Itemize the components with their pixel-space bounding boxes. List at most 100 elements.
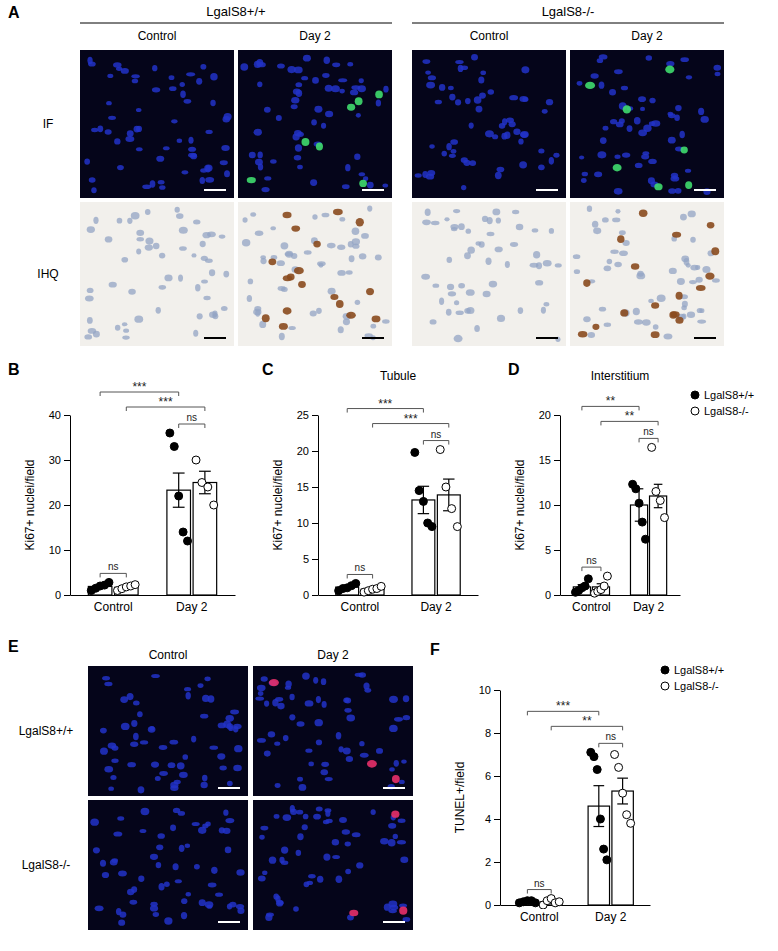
nucleus: [313, 677, 318, 684]
micrograph: [412, 202, 566, 346]
y-tick-mark: [494, 819, 500, 820]
nucleus: [546, 99, 553, 105]
nucleus: [370, 324, 376, 329]
nucleus: [339, 89, 345, 94]
nucleus: [375, 255, 382, 261]
nucleus: [549, 157, 554, 165]
nucleus: [179, 772, 188, 778]
nucleus: [336, 732, 342, 739]
nucleus: [291, 104, 298, 109]
y-tick: 10: [49, 544, 70, 556]
nucleus: [355, 300, 361, 305]
nucleus: [430, 319, 437, 324]
nucleus: [521, 66, 529, 73]
nucleus: [677, 278, 685, 285]
scale-bar: [694, 189, 716, 191]
significance-label: ***: [404, 412, 418, 426]
data-point: [415, 487, 423, 495]
nucleus: [614, 69, 623, 74]
significance-label: ns: [534, 878, 545, 889]
micrograph: [80, 50, 234, 198]
nucleus: [302, 824, 308, 830]
nucleus: [305, 700, 314, 706]
nucleus: [458, 65, 464, 72]
nucleus: [310, 179, 317, 186]
nucleus: [224, 170, 230, 177]
data-point: [448, 505, 456, 513]
nucleus: [448, 291, 456, 296]
nucleus: [97, 125, 103, 132]
nucleus: [447, 257, 453, 263]
row-label: LgalS8-/-: [22, 858, 71, 872]
x-tick-label: Control: [341, 600, 380, 614]
nucleus: [339, 217, 345, 222]
error-bar-stem: [178, 473, 179, 507]
nucleus: [421, 274, 430, 280]
stained-nucleus: [366, 288, 374, 295]
significance-label: ***: [378, 397, 392, 411]
nucleus: [337, 270, 346, 276]
data-point: [600, 845, 608, 853]
stained-nucleus: [294, 267, 304, 274]
micrograph-background: [238, 202, 392, 346]
significance-label: ns: [431, 429, 442, 440]
nucleus: [686, 75, 692, 79]
nucleus: [295, 144, 302, 151]
nucleus: [675, 188, 682, 194]
stained-nucleus: [247, 177, 256, 183]
error-bar: [173, 473, 185, 507]
x-tick-label: Day 2: [176, 600, 208, 614]
nucleus: [218, 723, 226, 729]
nucleus: [182, 170, 189, 174]
micrograph: [88, 800, 248, 930]
nucleus: [458, 283, 465, 288]
nucleus: [674, 115, 680, 121]
nucleus: [465, 98, 471, 104]
y-axis: 010203040: [49, 409, 71, 601]
nucleus: [715, 72, 721, 76]
nucleus: [138, 786, 145, 793]
nucleus: [317, 876, 323, 883]
nucleus: [169, 75, 175, 80]
scale-bar: [694, 337, 716, 339]
nucleus: [599, 54, 608, 59]
nucleus: [152, 65, 157, 71]
nucleus: [448, 86, 454, 90]
nucleus: [173, 863, 179, 870]
data-point: [105, 578, 113, 586]
x-tick-label: Day 2: [420, 600, 452, 614]
data-point: [377, 582, 385, 590]
y-tick-label: 4: [485, 813, 491, 825]
nucleus: [84, 158, 90, 164]
micrograph: [570, 202, 724, 346]
nucleus: [325, 111, 333, 117]
error-bar-cap: [173, 507, 185, 508]
nucleus: [117, 218, 123, 224]
stained-nucleus: [283, 212, 292, 218]
nucleus: [293, 906, 299, 912]
nucleus: [712, 278, 720, 282]
scale-bar: [536, 337, 558, 339]
nucleus: [599, 81, 605, 88]
nucleus: [312, 77, 319, 84]
nucleus: [614, 188, 623, 195]
nucleus: [192, 822, 200, 826]
nucleus: [210, 100, 215, 106]
nucleus: [332, 855, 340, 859]
y-tick: 10: [297, 517, 318, 529]
y-axis: 0246810: [479, 684, 501, 911]
nucleus: [489, 281, 497, 288]
nucleus: [194, 864, 200, 869]
y-axis-line: [318, 416, 319, 596]
nucleus: [105, 129, 112, 134]
nucleus: [221, 145, 229, 151]
error-bar: [617, 778, 628, 804]
nucleus: [276, 115, 282, 121]
nucleus: [205, 821, 211, 826]
nucleus: [188, 137, 193, 144]
data-point: [166, 429, 174, 437]
nucleus: [376, 748, 383, 754]
nucleus: [474, 325, 480, 332]
y-tick-label: 0: [545, 589, 551, 601]
nucleus: [85, 296, 94, 302]
